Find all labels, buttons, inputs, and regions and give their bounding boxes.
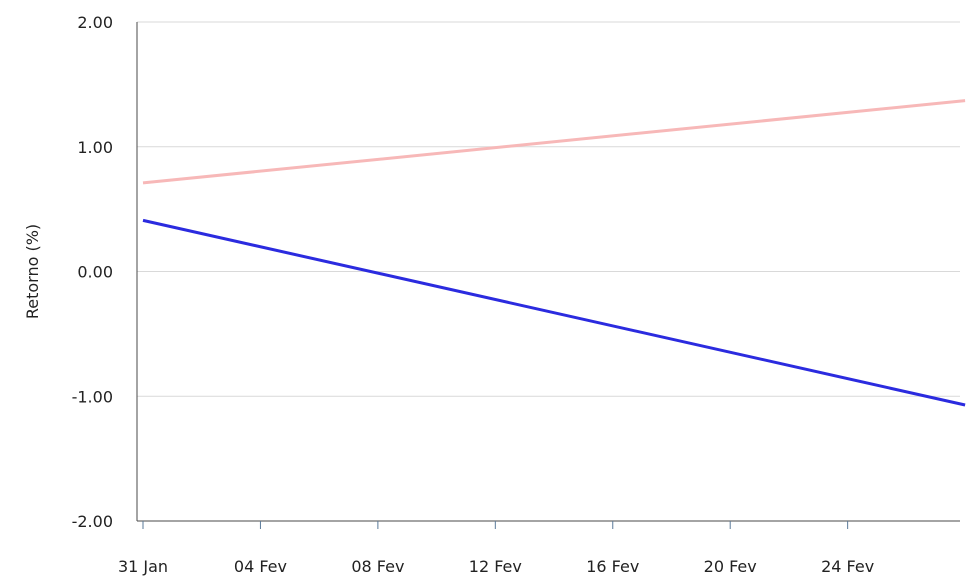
- x-tick-label: 04 Fev: [234, 557, 287, 576]
- x-tick-label: 20 Fev: [704, 557, 757, 576]
- series-line-2: [142, 218, 966, 407]
- series-line-1: [142, 99, 966, 185]
- grid-layer: [137, 21, 960, 397]
- x-tick-label: 24 Fev: [821, 557, 874, 576]
- y-tick-label: -2.00: [72, 512, 113, 531]
- x-tick-label: 12 Fev: [469, 557, 522, 576]
- y-tick-label: 2.00: [77, 13, 113, 32]
- y-tick-label: -1.00: [72, 387, 113, 406]
- series-layer: [142, 99, 966, 407]
- x-tick-label: 08 Fev: [351, 557, 404, 576]
- y-axis-title: Retorno (%): [23, 224, 42, 319]
- x-tick-label: 31 Jan: [118, 557, 168, 576]
- axes-layer: [136, 22, 960, 529]
- x-tick-label: 16 Fev: [586, 557, 639, 576]
- labels-layer: 2.00 1.00 0.00 -1.00 -2.00 31 Jan 04 Fev 08 Fev…: [72, 13, 875, 576]
- y-tick-label: 1.00: [77, 138, 113, 157]
- y-tick-label: 0.00: [77, 263, 113, 282]
